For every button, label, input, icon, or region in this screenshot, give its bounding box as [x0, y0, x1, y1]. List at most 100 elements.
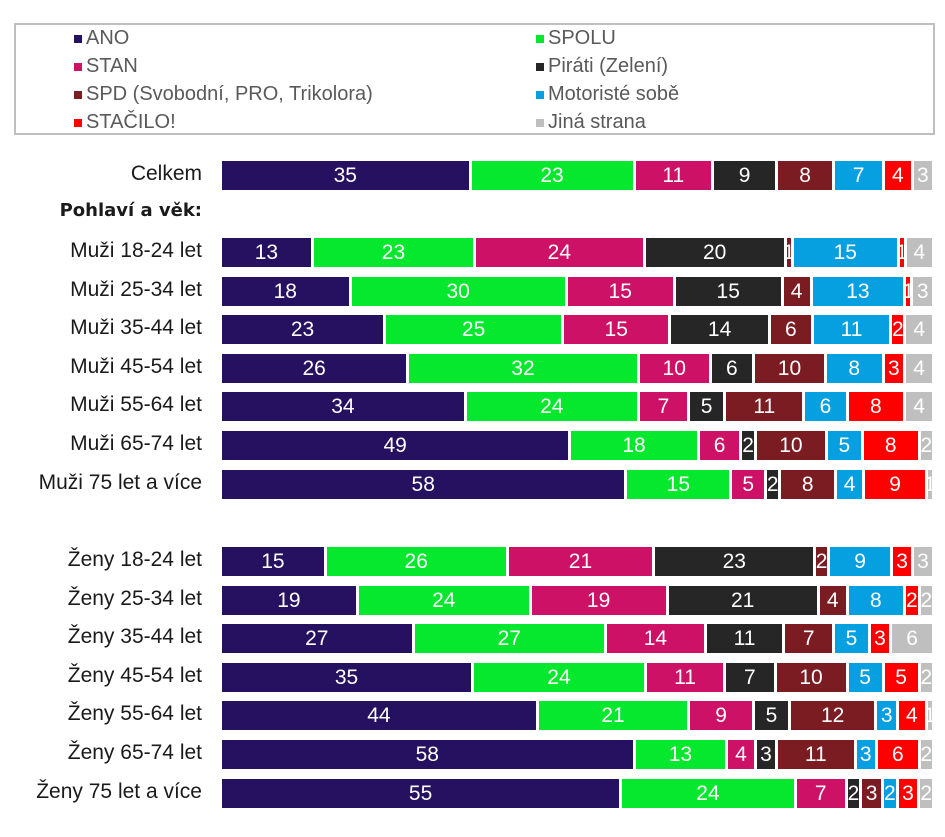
bar-segment: 10	[754, 354, 824, 383]
bar-segment: 5	[828, 431, 861, 460]
data-label: 19	[277, 588, 301, 612]
data-label: 8	[801, 472, 814, 496]
data-label: 3	[902, 781, 914, 805]
data-label: 58	[411, 472, 435, 496]
data-label: 3	[865, 781, 878, 805]
data-label: 3	[896, 549, 908, 573]
data-label: 1	[787, 241, 791, 265]
bar-row: 19 24 19 21 4 8 2 2	[222, 586, 935, 615]
bar-segment: 3	[884, 354, 904, 383]
data-label: 12	[820, 703, 845, 727]
bar-segment: 19	[222, 586, 356, 615]
data-label: 10	[779, 433, 803, 457]
data-label: 2	[884, 781, 896, 805]
bar-segment: 15	[567, 277, 673, 306]
legend-swatch	[74, 90, 82, 99]
bar-segment: 21	[538, 701, 688, 730]
bar-segment: 7	[726, 663, 774, 692]
bar-segment: 1	[927, 701, 932, 730]
bar-segment: 4	[819, 586, 846, 615]
bar-segment: 2	[884, 779, 896, 808]
row-label: Ženy 18-24 let	[67, 548, 202, 571]
bar-segment: 12	[790, 701, 875, 730]
data-label: 2	[920, 781, 932, 805]
bar-segment: 32	[409, 354, 637, 383]
data-label: 26	[404, 549, 428, 573]
data-label: 5	[700, 394, 713, 418]
chart-legend: ANO SPOLU STAN Piráti (Zelení) SPD (Svobodní…	[14, 23, 935, 135]
data-label: 9	[889, 472, 901, 496]
legend-item: SPOLU	[536, 27, 616, 50]
legend-item: ANO	[74, 27, 129, 50]
bar-segment: 15	[793, 238, 897, 267]
bar-segment: 8	[778, 161, 833, 190]
bar-segment: 1	[899, 238, 904, 267]
data-label: 11	[662, 163, 685, 187]
data-label: 4	[826, 588, 839, 612]
row-label: Muži 45-54 let	[70, 355, 202, 378]
bar-segment: 3	[913, 161, 932, 190]
data-label: 10	[662, 356, 686, 380]
data-label: 49	[383, 433, 407, 457]
data-label: 2	[742, 433, 754, 457]
row-label: Muži 65-74 let	[70, 432, 202, 455]
legend-swatch	[74, 118, 82, 127]
row-label: Muži 55-64 let	[70, 393, 202, 416]
data-label: 5	[845, 626, 858, 650]
bar-row: 44 21 9 5 12 341	[222, 701, 935, 730]
bar-row: 34 24 7 5 11 6 8 4	[222, 392, 935, 421]
data-label: 9	[715, 703, 727, 727]
bar-segment: 4	[783, 277, 810, 306]
bar-segment: 15	[564, 315, 669, 344]
data-label: 23	[290, 317, 315, 341]
bar-segment: 4	[898, 701, 925, 730]
bar-row: 18 30 15 15 4 13 13	[222, 277, 935, 306]
data-label: 13	[668, 742, 693, 766]
data-label: 7	[852, 163, 865, 187]
bar-row: 35 23 11 9 8 7 4 3	[222, 161, 935, 190]
data-label: 35	[334, 665, 359, 689]
data-label: 5	[765, 703, 778, 727]
bar-segment: 2	[906, 586, 918, 615]
data-label: 11	[733, 626, 756, 650]
data-label: 7	[802, 626, 815, 650]
bar-segment: 2	[920, 740, 932, 769]
bar-segment: 15	[222, 547, 324, 576]
data-label: 3	[916, 163, 929, 187]
data-label: 5	[895, 665, 907, 689]
bar-segment: 10	[776, 663, 846, 692]
data-label: 3	[888, 356, 900, 380]
legend-swatch	[74, 34, 82, 43]
bar-segment: 2	[920, 431, 932, 460]
data-label: 18	[273, 279, 297, 303]
data-label: 4	[735, 742, 747, 766]
data-label: 4	[790, 279, 803, 303]
bar-segment: 21	[668, 586, 817, 615]
data-label: 2	[906, 588, 918, 612]
bar-segment: 3	[893, 547, 912, 576]
bar-segment: 24	[476, 238, 643, 267]
row-label: Ženy 35-44 let	[67, 625, 202, 648]
bar-segment: 9	[865, 470, 925, 499]
legend-label: STAČILO!	[86, 111, 176, 133]
bar-row: 49 18 6 2 10 5 8 2	[222, 431, 935, 460]
bar-segment: 24	[358, 586, 529, 615]
bar-segment: 3	[856, 740, 875, 769]
bar-segment: 23	[471, 161, 633, 190]
data-label: 3	[859, 742, 872, 766]
bar-segment: 35	[222, 663, 472, 692]
legend-label: SPOLU	[548, 27, 616, 49]
bar-segment: 15	[675, 277, 781, 306]
bar-segment: 13	[812, 277, 904, 306]
data-label: 30	[446, 279, 470, 303]
bar-segment: 5	[690, 392, 724, 421]
row-label: Muži 25-34 let	[70, 278, 202, 301]
data-label: 6	[891, 742, 904, 766]
bar-row: 55 24 7 2 3 2 3 2	[222, 779, 935, 808]
bar-segment: 24	[622, 779, 794, 808]
data-label: 3	[874, 626, 886, 650]
bar-segment: 13	[222, 238, 311, 267]
bar-segment: 3	[877, 701, 896, 730]
bar-row: 26 32 10 6 10 8 3 4	[222, 354, 935, 383]
data-label: 24	[540, 394, 564, 418]
